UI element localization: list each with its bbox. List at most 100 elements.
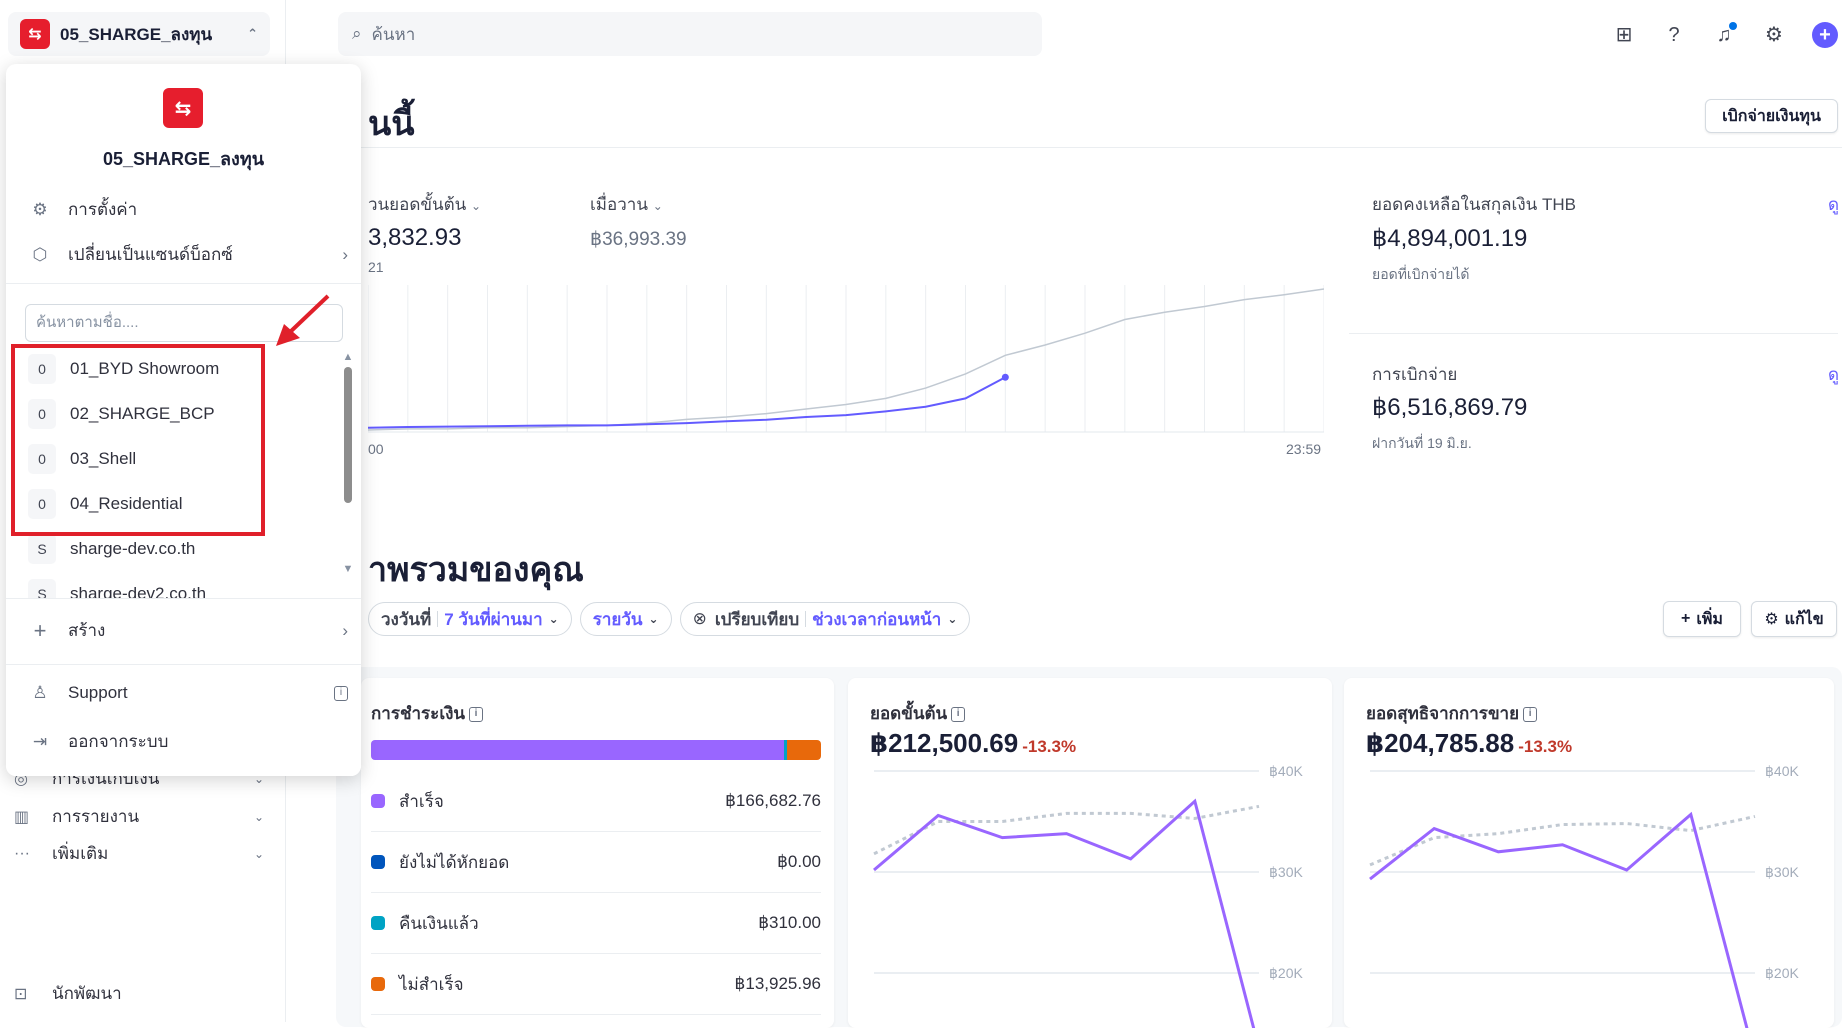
menu-item-create[interactable]: + สร้าง › (28, 617, 348, 644)
info-icon[interactable]: i (951, 707, 966, 723)
notification-dot (1729, 22, 1737, 30)
legend-row[interactable]: ยังไม่ได้หักยอด ฿0.00 (371, 832, 821, 893)
x-axis-start: 00 (368, 441, 384, 457)
chevron-down-icon: ⌄ (253, 809, 264, 824)
card-title-text: ยอดสุทธิจากการขาย (1366, 704, 1520, 723)
plus-icon[interactable]: + (1812, 22, 1838, 48)
apps-add-icon[interactable]: ⊞ (1615, 24, 1633, 46)
info-icon[interactable]: i (469, 707, 484, 723)
sidebar-item-label: เพิ่มเติม (52, 844, 109, 863)
chevron-up-icon: ⌃ (247, 26, 258, 41)
account-list-item[interactable]: 0 02_SHARGE_BCP (28, 399, 215, 429)
x-axis-end: 23:59 (1286, 441, 1322, 457)
y-tick-label: ฿30K (1269, 864, 1303, 880)
remove-icon[interactable]: ⊗ (692, 609, 707, 628)
balance-value: ฿4,894,001.19 (1372, 225, 1528, 252)
payouts-label: การเบิกจ่าย (1372, 365, 1458, 384)
card-title-text: ยอดขั้นต้น (870, 704, 948, 723)
filter-value: 7 วันที่ผ่านมา (444, 609, 543, 629)
help-icon[interactable]: ? (1668, 24, 1680, 46)
menu-item-sandbox[interactable]: ⬡ เปลี่ยนเป็นแซนด์บ็อกซ์ › (28, 241, 348, 268)
info-icon[interactable]: i (1523, 707, 1538, 723)
sidebar-item-label: การรายงาน (52, 807, 140, 826)
status-bar-segment (371, 740, 784, 760)
search-input[interactable]: ⌕ ค้นหา (338, 12, 1042, 56)
account-list-item[interactable]: 0 03_Shell (28, 444, 136, 474)
interval-filter[interactable]: รายวัน ⌄ (579, 602, 672, 636)
divider (1349, 333, 1838, 334)
y-tick-label: ฿40K (1765, 763, 1799, 779)
legend-row[interactable]: สำเร็จ ฿166,682.76 (371, 771, 821, 832)
cube-icon: ⬡ (32, 244, 48, 264)
account-logo: ⇆ (20, 19, 50, 49)
yesterday-value: ฿36,993.39 (590, 229, 687, 250)
legend-amount: ฿310.00 (758, 913, 821, 932)
plus-icon: + (1681, 610, 1691, 627)
net-volume-chart: ฿40K ฿30K ฿20K (1369, 763, 1799, 1028)
current-series-line (1369, 811, 1749, 1028)
legend-row[interactable]: ไม่สำเร็จ ฿13,925.96 (371, 954, 821, 1015)
y-tick-label: ฿20K (1269, 965, 1303, 981)
status-bar-segment (783, 740, 787, 760)
chevron-down-icon: ⌄ (253, 846, 264, 861)
highlight-box (11, 344, 265, 536)
scrollbar-thumb[interactable] (344, 367, 352, 503)
legend-amount: ฿0.00 (777, 852, 821, 871)
card-total: ฿212,500.69 -13.3% (870, 728, 1076, 759)
filter-label: วงวันที่ (381, 609, 432, 629)
balance-view-link[interactable]: ดู (1828, 195, 1840, 214)
gear-icon: ⚙ (32, 199, 48, 219)
gross-volume-card[interactable]: ยอดขั้นต้น i ฿212,500.69 -13.3% ฿40K ฿30K ฿2… (848, 678, 1332, 1028)
account-badge: 0 (28, 489, 56, 519)
edit-button[interactable]: ⚙ แก้ไข (1751, 601, 1837, 637)
account-badge: S (28, 534, 56, 564)
user-icon: ♙ (32, 683, 48, 702)
y-tick-label: ฿20K (1765, 965, 1799, 981)
payouts-value: ฿6,516,869.79 (1372, 394, 1528, 421)
date-range-filter[interactable]: วงวันที่ 7 วันที่ผ่านมา ⌄ (368, 602, 572, 636)
chevron-down-icon: ⌄ (947, 612, 958, 626)
add-button[interactable]: + เพิ่ม (1663, 601, 1741, 637)
menu-item-logout[interactable]: ⇥ ออกจากระบบ (28, 728, 348, 755)
sidebar-item-reports[interactable]: ▥ การรายงาน ⌄ (14, 803, 264, 830)
legend-label: สำเร็จ (399, 791, 444, 811)
sidebar-item-more[interactable]: ··· เพิ่มเติม ⌄ (14, 840, 264, 867)
search-icon: ⌕ (352, 24, 362, 43)
chevron-right-icon: › (342, 244, 348, 264)
previous-series-line (873, 804, 1260, 856)
gear-icon: ⚙ (1764, 611, 1779, 628)
chevron-down-icon: ⌄ (548, 612, 559, 626)
scroll-down-icon[interactable]: ▼ (342, 563, 354, 575)
y-tick-label: ฿30K (1765, 864, 1799, 880)
gross-volume-selector[interactable]: วนยอดขั้นต้น ⌄ (368, 191, 481, 218)
bell-icon[interactable]: ♫ (1711, 22, 1737, 48)
balance-label: ยอดคงเหลือในสกุลเงิน THB (1372, 195, 1576, 214)
legend-row[interactable]: คืนเงินแล้ว ฿310.00 (371, 893, 821, 954)
filter-label: เปรียบเทียบ (714, 609, 800, 629)
change-badge: -13.3% (1022, 737, 1077, 756)
account-list-item[interactable]: 0 01_BYD Showroom (28, 354, 219, 384)
sidebar-item-developers[interactable]: ⊡ นักพัฒนา (14, 980, 264, 1007)
gear-icon[interactable]: ⚙ (1765, 24, 1783, 46)
legend-amount: ฿166,682.76 (725, 791, 821, 810)
card-title: ยอดขั้นต้น i (870, 700, 966, 727)
account-menu-name: 05_SHARGE_ลงทุน (102, 149, 265, 169)
yesterday-selector[interactable]: เมื่อวาน ⌄ (590, 191, 663, 218)
menu-item-support[interactable]: ♙ Support i (28, 683, 348, 703)
net-volume-card[interactable]: ยอดสุทธิจากการขาย i ฿204,785.88 -13.3% ฿40… (1344, 678, 1834, 1028)
account-badge: 0 (28, 444, 56, 474)
menu-item-settings[interactable]: ⚙ การตั้งค่า (28, 196, 348, 223)
payouts-view-link[interactable]: ดู (1828, 365, 1840, 384)
chevron-down-icon: ⌄ (648, 612, 659, 626)
account-list-item[interactable]: 0 04_Residential (28, 489, 182, 519)
scroll-up-icon[interactable]: ▲ (342, 351, 354, 363)
chevron-down-icon: ⌄ (471, 199, 482, 213)
payout-button[interactable]: เบิกจ่ายเงินทุน (1705, 99, 1838, 133)
payments-card[interactable]: การชำระเงิน i สำเร็จ ฿166,682.76 ยังไม่ได้ห… (361, 678, 834, 1028)
account-filter-input[interactable]: ค้นหาตามชื่อ.... (25, 304, 343, 342)
card-title: การชำระเงิน i (371, 700, 484, 727)
scrollbar[interactable]: ▲ ▼ (342, 351, 354, 591)
account-switcher[interactable]: ⇆ 05_SHARGE_ลงทุน ⌃ (8, 12, 270, 56)
compare-filter[interactable]: ⊗ เปรียบเทียบ ช่วงเวลาก่อนหน้า ⌄ (679, 602, 971, 636)
